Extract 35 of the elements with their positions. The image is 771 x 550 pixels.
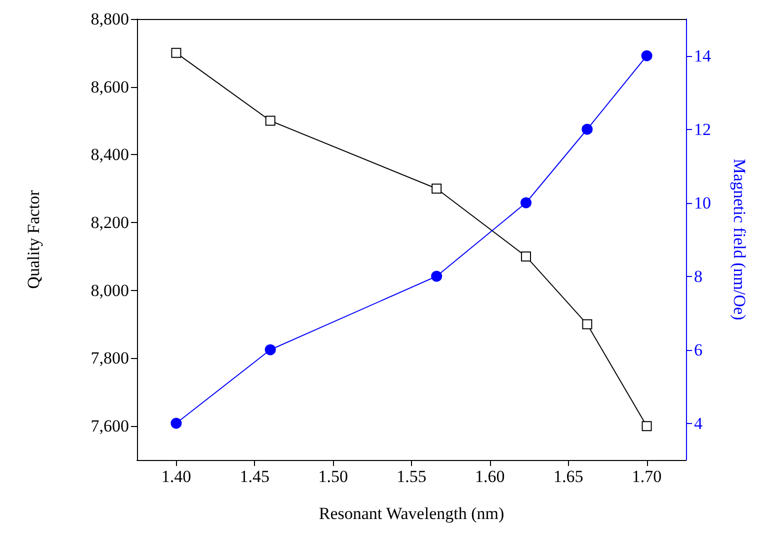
point bbox=[431, 270, 442, 282]
x-tick-label: 1.60 bbox=[475, 467, 505, 486]
y2-tick-label: 12 bbox=[694, 120, 711, 139]
point bbox=[171, 48, 182, 58]
y-tick-label: 8,200 bbox=[90, 213, 129, 232]
x-axis-title: Resonant Wavelength (nm) bbox=[318, 504, 504, 523]
y2-axis-title: Magnetic field (nm/Oe) bbox=[730, 158, 749, 320]
x-tick-label: 1.55 bbox=[396, 467, 426, 486]
point bbox=[432, 184, 442, 194]
y-tick-label: 8,000 bbox=[90, 280, 129, 300]
y2-tick-label: 4 bbox=[694, 414, 703, 433]
x-tick-label: 1.40 bbox=[161, 467, 192, 486]
point bbox=[642, 421, 652, 432]
x-tick-label: 1.50 bbox=[318, 467, 348, 486]
point bbox=[170, 418, 182, 429]
y-tick-label: 8,400 bbox=[90, 145, 129, 164]
y-tick-label: 8,800 bbox=[90, 10, 129, 28]
point bbox=[582, 319, 592, 330]
point bbox=[520, 197, 532, 208]
y-axis-title: Quality Factor bbox=[24, 190, 43, 289]
x-tick-label: 1.45 bbox=[240, 467, 270, 486]
y-tick-label: 8,600 bbox=[90, 77, 129, 96]
point bbox=[265, 116, 276, 126]
x-tick-label: 1.70 bbox=[632, 467, 662, 486]
y2-tick-label: 6 bbox=[694, 340, 702, 360]
y2-tick-label: 10 bbox=[694, 193, 711, 212]
point bbox=[641, 50, 652, 62]
y2-tick-label: 14 bbox=[694, 46, 712, 66]
x-tick-label: 1.65 bbox=[553, 467, 584, 486]
y-tick-label: 7,800 bbox=[90, 348, 129, 368]
point bbox=[264, 344, 276, 356]
point bbox=[582, 124, 593, 135]
y2-tick-label: 8 bbox=[694, 266, 702, 286]
y-tick-label: 7,600 bbox=[90, 416, 129, 436]
point bbox=[521, 251, 532, 262]
